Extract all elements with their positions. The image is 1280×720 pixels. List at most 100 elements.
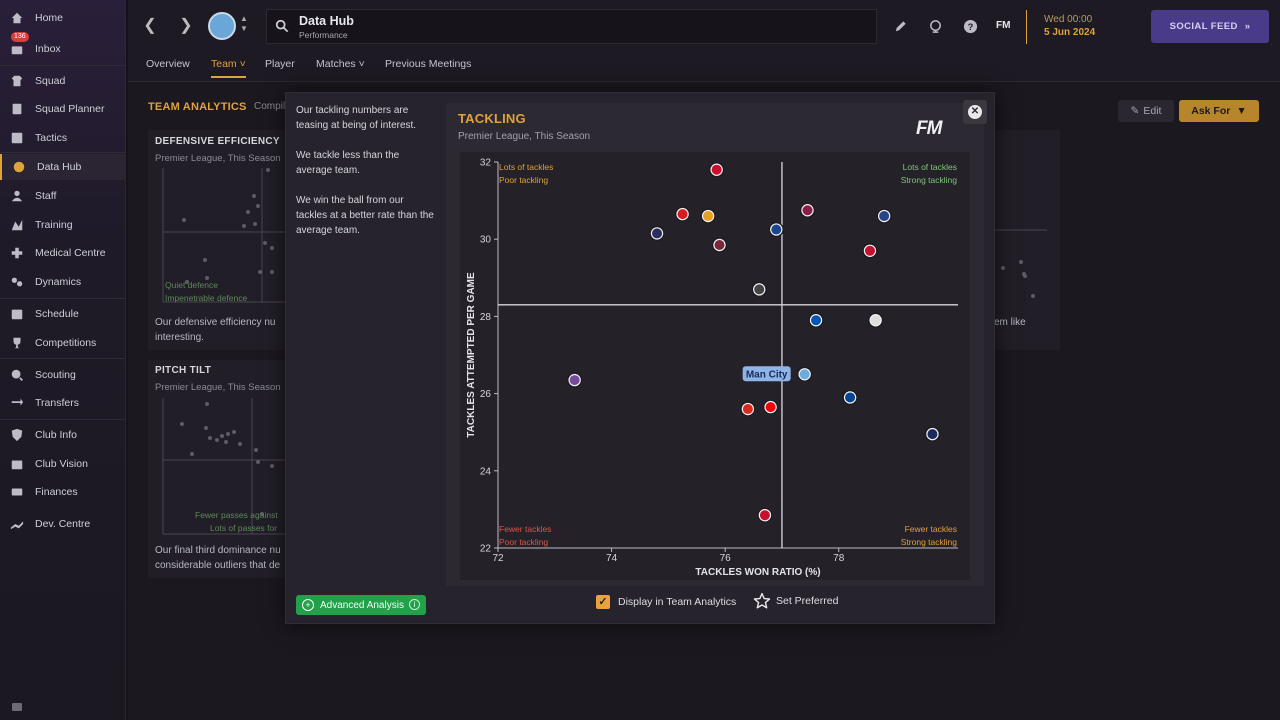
medical-icon	[9, 245, 25, 261]
forward-arrow-icon[interactable]: ❯	[179, 17, 193, 34]
team-point[interactable]	[709, 162, 725, 178]
y-tick-label: 32	[480, 158, 492, 169]
tab-previous-meetings[interactable]: Previous Meetings	[385, 58, 472, 70]
tab-team[interactable]: Team ˅	[211, 58, 246, 78]
ask-for-button[interactable]: Ask For ▼	[1179, 100, 1259, 122]
x-tick-label: 72	[492, 553, 504, 564]
sidebar-item-scouting[interactable]: Scouting	[0, 362, 126, 388]
team-point[interactable]	[842, 389, 858, 405]
sidebar-item-tactics[interactable]: Tactics	[0, 125, 126, 151]
tab-player[interactable]: Player	[265, 58, 295, 70]
sidebar: Home 136 Inbox Squad Squad Planner Tactics Dat…	[0, 0, 126, 720]
edit-button[interactable]: ✎ Edit	[1118, 100, 1174, 122]
club-crest-inner	[926, 427, 939, 441]
team-point[interactable]	[768, 222, 784, 238]
club-crest-inner	[877, 209, 891, 223]
sidebar-item-staff[interactable]: Staff	[0, 183, 126, 209]
sidebar-item-home[interactable]: Home	[0, 5, 126, 31]
globe-icon[interactable]	[926, 17, 944, 35]
team-point[interactable]	[924, 426, 940, 442]
sidebar-item-medical-centre[interactable]: Medical Centre	[0, 240, 126, 266]
sidebar-item-dev-centre[interactable]: Dev. Centre	[0, 511, 126, 537]
club-crest-inner	[863, 244, 877, 257]
dev-centre-icon	[9, 516, 25, 532]
sidebar-item-schedule[interactable]: Schedule	[0, 301, 126, 327]
sidebar-item-squad[interactable]: Squad	[0, 68, 126, 94]
sidebar-item-label: Scouting	[35, 369, 76, 381]
team-point[interactable]	[800, 202, 816, 218]
club-crest-inner	[770, 223, 783, 236]
quadrant-label-bottom-right: Strong tackling	[901, 537, 957, 547]
sidebar-item-label: Inbox	[35, 43, 61, 55]
sidebar-item-data-hub[interactable]: Data Hub	[0, 154, 126, 180]
club-crest-inner	[764, 400, 777, 414]
y-tick-label: 26	[480, 389, 492, 400]
sidebar-item-label: Tactics	[35, 132, 68, 144]
team-point[interactable]	[757, 507, 773, 523]
sidebar-item-label: Dynamics	[35, 276, 82, 288]
tackling-scatter-plot[interactable]: 72 74 76 78 22 24 26 28 30 32 Lots of tackles Poor…	[460, 152, 970, 580]
help-icon[interactable]: ?	[961, 17, 979, 35]
team-point[interactable]	[808, 312, 824, 328]
club-crest-inner	[713, 238, 726, 252]
tactics-icon	[9, 130, 25, 146]
staff-icon	[9, 188, 25, 204]
social-feed-button[interactable]: SOCIAL FEED »	[1151, 10, 1269, 43]
team-point[interactable]	[700, 208, 716, 224]
tab-matches[interactable]: Matches ˅	[316, 58, 365, 70]
back-arrow-icon[interactable]: ❮	[143, 17, 157, 34]
sidebar-item-squad-planner[interactable]: Squad Planner	[0, 96, 126, 122]
pencil-icon[interactable]	[891, 17, 909, 35]
search-box[interactable]: Data Hub Performance	[266, 9, 877, 44]
sidebar-item-finances[interactable]: Finances	[0, 479, 126, 505]
search-icon	[275, 19, 289, 33]
quadrant-label-top-left: Poor tackling	[499, 175, 548, 185]
display-label: Display in Team Analytics	[618, 596, 737, 608]
pitch-tilt-card[interactable]	[148, 360, 288, 578]
advanced-analysis-label: Advanced Analysis	[320, 599, 404, 611]
team-point[interactable]	[862, 243, 878, 259]
team-point[interactable]	[868, 312, 884, 328]
sidebar-item-club-info[interactable]: Club Info	[0, 422, 126, 448]
trophy-icon	[9, 335, 25, 351]
ask-for-label: Ask For	[1191, 105, 1231, 117]
team-point[interactable]	[751, 281, 767, 297]
team-point-highlight[interactable]: Man City	[742, 366, 813, 382]
team-point[interactable]	[649, 225, 665, 241]
defensive-efficiency-sub: Premier League, This Season	[155, 153, 281, 164]
sidebar-item-dynamics[interactable]: Dynamics	[0, 269, 126, 295]
club-badge-icon[interactable]	[208, 12, 236, 40]
team-point[interactable]	[740, 401, 756, 417]
sidebar-item-label: Transfers	[35, 397, 79, 409]
sidebar-bottom-icon[interactable]	[12, 703, 22, 711]
club-crest-inner	[753, 283, 766, 296]
sidebar-item-club-vision[interactable]: Club Vision	[0, 451, 126, 477]
club-crest-inner	[809, 314, 823, 327]
team-point[interactable]	[675, 206, 691, 222]
close-button[interactable]: ✕	[963, 100, 987, 124]
x-tick-label: 76	[720, 553, 732, 564]
sidebar-item-label: Schedule	[35, 308, 79, 320]
team-point[interactable]	[763, 399, 779, 415]
date-display[interactable]: Wed 00:00 5 Jun 2024	[1026, 10, 1136, 44]
team-point[interactable]	[567, 372, 583, 388]
sidebar-item-transfers[interactable]: Transfers	[0, 390, 126, 416]
set-preferred-button[interactable]: Set Preferred	[753, 592, 838, 610]
club-switch-chevron-icon[interactable]: ▲ ▼	[240, 14, 248, 33]
sidebar-item-training[interactable]: Training	[0, 212, 126, 238]
y-tick-label: 22	[480, 544, 492, 555]
club-crest-inner	[843, 391, 857, 404]
display-in-team-analytics-checkbox[interactable]: ✓ Display in Team Analytics	[596, 595, 736, 609]
right-analytics-card[interactable]	[994, 130, 1060, 350]
sidebar-item-inbox[interactable]: 136 Inbox	[0, 32, 126, 62]
info-icon[interactable]: i	[409, 599, 420, 610]
sidebar-item-competitions[interactable]: Competitions	[0, 330, 126, 356]
pitch-tilt-mini-plot	[162, 398, 286, 535]
team-point[interactable]	[876, 208, 892, 224]
dynamics-icon	[9, 274, 25, 290]
fm-menu-icon[interactable]: FM	[996, 20, 1011, 31]
advanced-analysis-button[interactable]: + Advanced Analysis i	[296, 595, 426, 615]
defensive-efficiency-card[interactable]	[148, 130, 288, 350]
team-point[interactable]	[711, 237, 727, 253]
tab-overview[interactable]: Overview	[146, 58, 190, 70]
